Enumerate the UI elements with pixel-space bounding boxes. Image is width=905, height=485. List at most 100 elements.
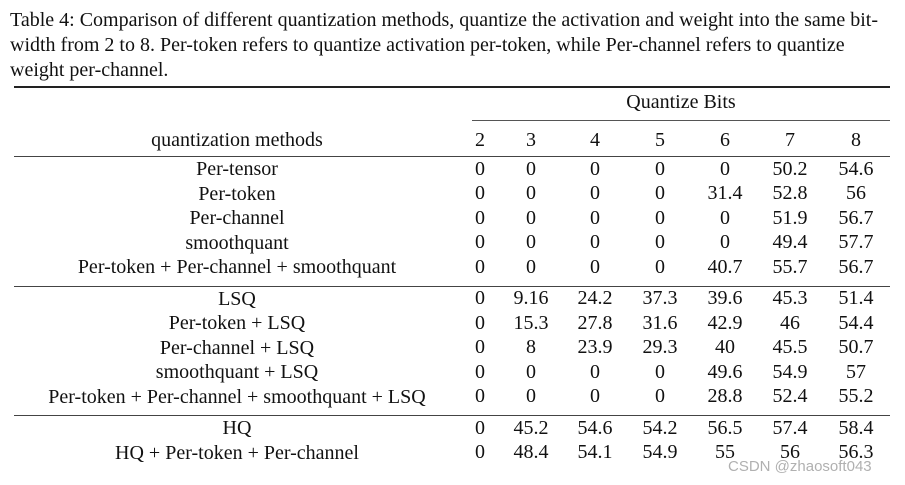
method-name-cell: Per-channel + LSQ	[159, 336, 315, 359]
score-cell: 49.6	[707, 360, 743, 383]
score-cell: 0	[475, 311, 485, 334]
table-row: smoothquant + LSQ 0 0 0 0 49.6 54.9 57	[14, 360, 890, 385]
score-cell: 56	[846, 182, 866, 205]
score-cell: 0	[526, 206, 536, 229]
method-column-header: quantization methods	[14, 86, 460, 157]
table-body: Per-tensor 0 0 0 0 0 50.2 54.6 Per-token 0 0 0 0 31.4…	[14, 156, 890, 466]
score-cell: 45.3	[758, 285, 822, 311]
score-cell: 0	[526, 385, 536, 408]
method-name-cell: Per-tensor	[14, 156, 460, 182]
score-cell: 54.1	[577, 441, 613, 464]
score-cell: 57.7	[838, 231, 874, 254]
method-name-cell: Per-token	[198, 182, 276, 205]
table-row: Per-channel + LSQ 0 8 23.9 29.3 40 45.5 50.7	[14, 336, 890, 361]
score-cell: 0	[526, 360, 536, 383]
score-cell: 28.8	[707, 385, 743, 408]
bit-header: 4	[590, 128, 600, 151]
score-cell: 0	[475, 441, 485, 464]
score-cell: 54.2	[628, 415, 692, 441]
bit-header: 3	[526, 128, 536, 151]
score-cell: 54.9	[642, 441, 678, 464]
table-row: HQ + Per-token + Per-channel 0 48.4 54.1 54.…	[14, 441, 890, 466]
score-cell: 54.6	[562, 415, 628, 441]
quantize-bits-label: Quantize Bits	[472, 91, 890, 121]
score-cell: 0	[475, 255, 485, 278]
quantization-comparison-table: quantization methods Quantize Bits 2 3 4…	[14, 86, 890, 465]
bit-header: 2	[475, 128, 485, 151]
score-cell: 49.4	[772, 231, 808, 254]
score-cell: 39.6	[692, 285, 758, 311]
quantize-bits-header: Quantize Bits	[460, 86, 890, 124]
score-cell: 40.7	[707, 255, 743, 278]
table-row: Per-token + LSQ 0 15.3 27.8 31.6 42.9 46 54.4	[14, 311, 890, 336]
score-cell: 0	[628, 156, 692, 182]
method-name-cell: HQ	[14, 415, 460, 441]
score-cell: 0	[526, 182, 536, 205]
score-cell: 0	[590, 206, 600, 229]
score-cell: 23.9	[577, 336, 613, 359]
score-cell: 0	[526, 255, 536, 278]
score-cell: 0	[692, 156, 758, 182]
method-name-cell: Per-token + LSQ	[168, 312, 306, 335]
score-cell: 0	[655, 385, 665, 408]
score-cell: 0	[475, 385, 485, 408]
score-cell: 8	[526, 336, 536, 359]
score-cell: 0	[590, 360, 600, 383]
score-cell: 15.3	[513, 311, 549, 334]
table-row: Per-channel 0 0 0 0 0 51.9 56.7	[14, 206, 890, 231]
score-cell: 9.16	[500, 285, 562, 311]
score-cell: 45.2	[500, 415, 562, 441]
score-cell: 0	[655, 182, 665, 205]
score-cell: 55.2	[838, 385, 874, 408]
score-cell: 31.6	[642, 311, 678, 334]
bit-header: 6	[720, 128, 730, 151]
table-row: Per-token + Per-channel + smoothquant + …	[14, 385, 890, 410]
method-name-cell: Per-token + Per-channel + smoothquant + …	[48, 385, 426, 408]
score-cell: 0	[590, 231, 600, 254]
score-cell: 52.4	[772, 385, 808, 408]
score-cell: 50.7	[838, 336, 874, 359]
score-cell: 42.9	[707, 311, 743, 334]
bit-header: 8	[851, 128, 861, 151]
score-cell: 0	[526, 231, 536, 254]
score-cell: 51.4	[822, 285, 890, 311]
bit-header-row: 2 3 4 5 6 7 8	[14, 124, 890, 157]
method-name-cell: smoothquant	[185, 231, 289, 254]
score-cell: 46	[780, 311, 800, 334]
score-cell: 54.4	[838, 311, 874, 334]
score-cell: 0	[590, 385, 600, 408]
score-cell: 0	[460, 415, 500, 441]
table-row: Per-token 0 0 0 0 31.4 52.8 56	[14, 182, 890, 207]
score-cell: 56.5	[692, 415, 758, 441]
table-caption: Table 4: Comparison of different quantiz…	[10, 9, 878, 81]
score-cell: 0	[655, 231, 665, 254]
score-cell: 52.8	[772, 182, 808, 205]
csdn-watermark: CSDN @zhaosoft043	[728, 458, 872, 475]
table-row: smoothquant 0 0 0 0 0 49.4 57.7	[14, 231, 890, 256]
score-cell: 56.7	[838, 255, 874, 278]
score-cell: 0	[720, 231, 730, 254]
score-cell: 0	[655, 255, 665, 278]
score-cell: 57.4	[758, 415, 822, 441]
score-cell: 51.9	[772, 206, 808, 229]
score-cell: 0	[500, 156, 562, 182]
score-cell: 55	[715, 441, 735, 464]
score-cell: 37.3	[628, 285, 692, 311]
score-cell: 27.8	[577, 311, 613, 334]
score-cell: 45.5	[772, 336, 808, 359]
score-cell: 0	[590, 255, 600, 278]
table-row: HQ 0 45.2 54.6 54.2 56.5 57.4 58.4	[14, 415, 890, 441]
score-cell: 0	[475, 360, 485, 383]
score-cell: 0	[460, 156, 500, 182]
score-cell: 0	[655, 206, 665, 229]
table-row: LSQ 0 9.16 24.2 37.3 39.6 45.3 51.4	[14, 285, 890, 311]
score-cell: 56.3	[838, 441, 874, 464]
score-cell: 31.4	[707, 182, 743, 205]
score-cell: 0	[475, 231, 485, 254]
method-name-cell: HQ + Per-token + Per-channel	[115, 441, 359, 464]
score-cell: 29.3	[642, 336, 678, 359]
score-cell: 54.6	[822, 156, 890, 182]
table-row: Per-tensor 0 0 0 0 0 50.2 54.6	[14, 156, 890, 182]
method-name-cell: Per-channel	[189, 207, 285, 230]
score-cell: 0	[720, 206, 730, 229]
